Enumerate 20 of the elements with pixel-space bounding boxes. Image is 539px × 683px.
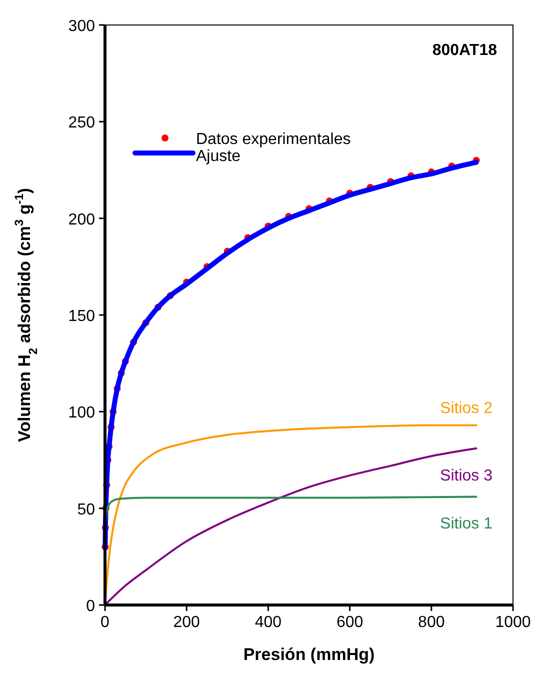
y-tick-label: 150 (68, 308, 96, 325)
y-tick-label: 0 (86, 598, 96, 615)
x-tick-label: 800 (418, 614, 445, 631)
legend-label: Datos experimentales (196, 131, 351, 148)
x-tick-label: 600 (336, 614, 364, 631)
y-tick-label: 100 (68, 404, 96, 422)
series-label: Sitios 2 (440, 400, 493, 418)
x-axis-title: Presión (mmHg) (243, 645, 375, 664)
x-tick-label: 1000 (495, 614, 531, 631)
x-tick-label: 0 (100, 614, 110, 631)
y-tick-label: 50 (77, 501, 96, 518)
text: 800AT18 (432, 42, 498, 59)
series-label: Sitios 3 (440, 467, 493, 484)
y-tick-label: 200 (68, 211, 96, 228)
legend-label: Ajuste (196, 148, 241, 165)
x-tick-label: 200 (173, 614, 200, 631)
y-tick-label: 300 (68, 18, 96, 35)
x-tick-label: 400 (254, 614, 282, 631)
y-tick-label: 250 (68, 114, 96, 132)
series-label: Sitios 1 (440, 516, 493, 533)
